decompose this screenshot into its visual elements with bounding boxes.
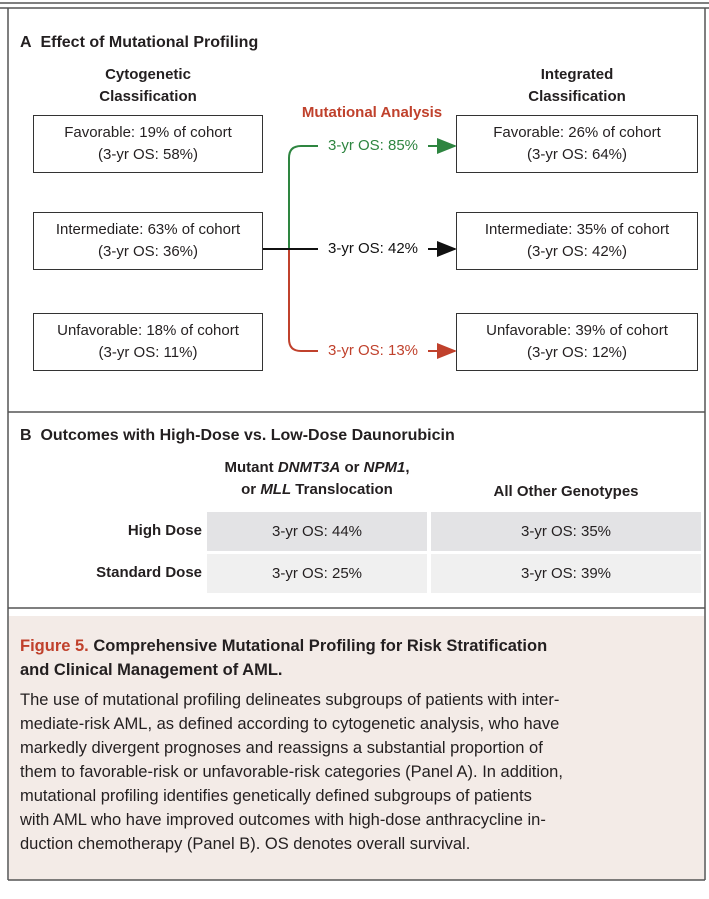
box-line: Intermediate: 63% of cohort bbox=[55, 221, 241, 238]
row-label: High Dose bbox=[127, 522, 202, 539]
arrow-label: 3-yr OS: 13% bbox=[327, 342, 419, 359]
caption-line: them to favorable-risk or unfavorable-ri… bbox=[20, 763, 563, 781]
box-line: Favorable: 26% of cohort bbox=[493, 124, 661, 141]
arrow-label: 3-yr OS: 85% bbox=[327, 137, 419, 154]
box: Intermediate: 63% of cohort (3-yr OS: 36%… bbox=[33, 212, 263, 270]
panel-a-heading: A Effect of Mutational Profiling bbox=[20, 34, 258, 52]
box-line: Intermediate: 35% of cohort bbox=[484, 221, 670, 238]
caption-title-line: and Clinical Management of AML. bbox=[20, 661, 283, 679]
header-run: Mutant bbox=[224, 459, 278, 476]
box-line: (3-yr OS: 36%) bbox=[97, 243, 199, 260]
header-run: or bbox=[340, 459, 364, 476]
header-run: Translocation bbox=[291, 481, 393, 498]
arrow-label: 3-yr OS: 42% bbox=[327, 240, 419, 257]
box-line: (3-yr OS: 42%) bbox=[526, 243, 628, 260]
box-line: (3-yr OS: 11%) bbox=[98, 344, 198, 361]
box-line: (3-yr OS: 64%) bbox=[526, 146, 628, 163]
box: Intermediate: 35% of cohort (3-yr OS: 42%… bbox=[456, 212, 698, 270]
center-label: Mutational Analysis bbox=[301, 104, 443, 121]
header-run: All Other Genotypes bbox=[493, 483, 639, 500]
box-line: (3-yr OS: 12%) bbox=[526, 344, 628, 361]
caption-line: markedly divergent prognoses and reassig… bbox=[20, 739, 543, 757]
header-run: or bbox=[241, 481, 261, 498]
panel-label: A bbox=[20, 34, 32, 51]
header-line: Integrated bbox=[540, 66, 614, 83]
box: Favorable: 26% of cohort (3-yr OS: 64%) bbox=[456, 115, 698, 173]
box-line: Favorable: 19% of cohort bbox=[64, 124, 232, 141]
panel-title: Effect of Mutational Profiling bbox=[40, 34, 259, 51]
caption-title-line: Comprehensive Mutational Profiling for R… bbox=[93, 637, 548, 655]
box-line: (3-yr OS: 58%) bbox=[97, 146, 199, 163]
header-run: , bbox=[405, 459, 410, 476]
header-run: NPM1 bbox=[363, 459, 406, 476]
panel-title: Outcomes with High-Dose vs. Low-Dose Dau… bbox=[40, 427, 455, 444]
box-line: Unfavorable: 18% of cohort bbox=[57, 322, 239, 339]
right-header: Integrated Classification bbox=[477, 64, 677, 108]
cell: 3-yr OS: 35% bbox=[431, 512, 701, 551]
caption-line: The use of mutational profiling delineat… bbox=[20, 691, 560, 709]
caption-line: mediate-risk AML, as defined according t… bbox=[20, 715, 560, 733]
box: Favorable: 19% of cohort (3-yr OS: 58%) bbox=[33, 115, 263, 173]
box-line: Unfavorable: 39% of cohort bbox=[486, 322, 668, 339]
left-header: Cytogenetic Classification bbox=[48, 64, 248, 108]
header-run: DNMT3A bbox=[277, 459, 341, 476]
cell: 3-yr OS: 44% bbox=[207, 512, 427, 551]
box: Unfavorable: 18% of cohort (3-yr OS: 11%) bbox=[33, 313, 263, 371]
panel-label: B bbox=[20, 427, 32, 444]
cell: 3-yr OS: 39% bbox=[431, 554, 701, 593]
caption-title: Figure 5. Comprehensive Mutational Profi… bbox=[20, 634, 700, 658]
header-line: Classification bbox=[99, 88, 197, 105]
figure-label: Figure 5. bbox=[20, 637, 89, 655]
header-line: Mutant DNMT3A or NPM1, bbox=[207, 457, 427, 479]
row-label: Standard Dose bbox=[96, 564, 202, 581]
header-run: MLL bbox=[260, 481, 292, 498]
header-line: Classification bbox=[528, 88, 626, 105]
caption-line: with AML who have improved outcomes with… bbox=[20, 811, 546, 829]
box: Unfavorable: 39% of cohort (3-yr OS: 12%) bbox=[456, 313, 698, 371]
column-header: Mutant DNMT3A or NPM1, or MLL Translocati… bbox=[207, 457, 427, 501]
caption-line: duction chemotherapy (Panel B). OS denot… bbox=[20, 835, 471, 853]
cell: 3-yr OS: 25% bbox=[207, 554, 427, 593]
header-line: Cytogenetic bbox=[105, 66, 191, 83]
caption-line: mutational profiling identifies genetica… bbox=[20, 787, 532, 805]
header-line: or MLL Translocation bbox=[207, 479, 427, 501]
column-header: All Other Genotypes bbox=[431, 481, 701, 503]
header-line: All Other Genotypes bbox=[431, 481, 701, 503]
panel-b-heading: B Outcomes with High-Dose vs. Low-Dose D… bbox=[20, 427, 455, 445]
